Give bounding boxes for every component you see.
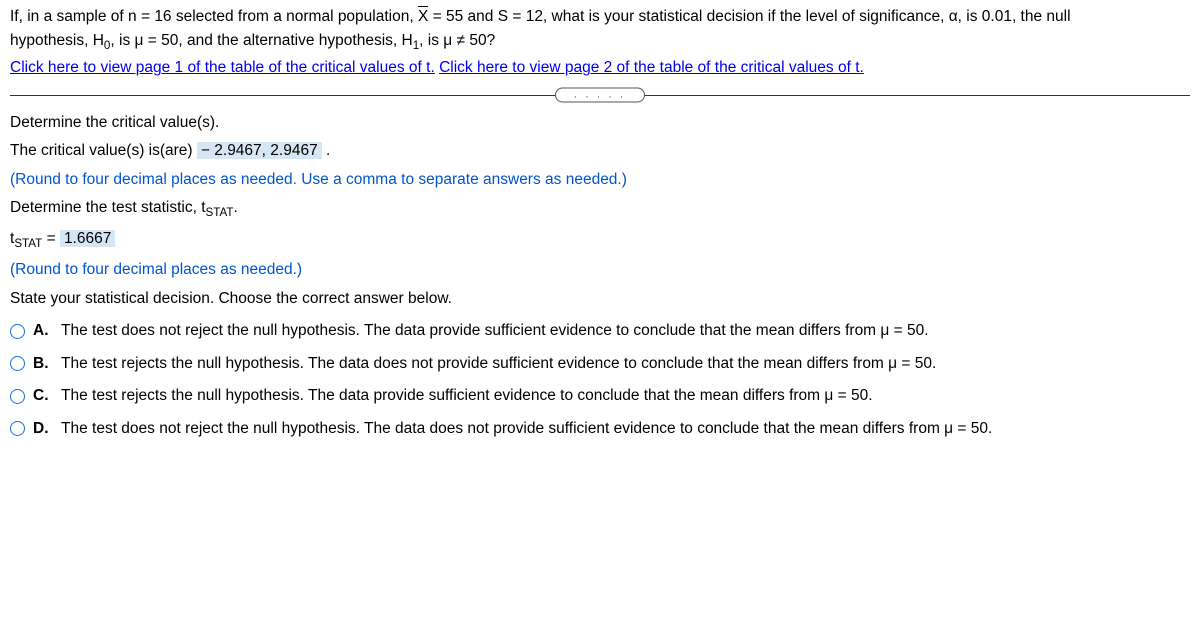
stem-l2b: , is μ = 50, and the alternative hypothe… xyxy=(110,32,412,49)
option-row-b: B. The test rejects the null hypothesis.… xyxy=(10,353,1190,375)
option-row-d: D. The test does not reject the null hyp… xyxy=(10,418,1190,440)
option-letter: C. xyxy=(33,385,53,407)
option-row-a: A. The test does not reject the null hyp… xyxy=(10,320,1190,342)
tstat-lhs-b: = xyxy=(42,230,60,247)
expand-pill[interactable]: . . . . . xyxy=(555,87,645,102)
stem-line1b: = 55 and S = 12, what is your statistica… xyxy=(428,8,1070,25)
option-row-c: C. The test rejects the null hypothesis.… xyxy=(10,385,1190,407)
critical-values-tail: . xyxy=(322,142,331,159)
option-letter: D. xyxy=(33,418,53,440)
critical-values-lead: The critical value(s) is(are) xyxy=(10,142,197,159)
answer-options: A. The test does not reject the null hyp… xyxy=(10,320,1190,440)
critical-values-prompt: Determine the critical value(s). xyxy=(10,112,1190,134)
question-stem: If, in a sample of n = 16 selected from … xyxy=(10,6,1190,28)
critical-values-hint: (Round to four decimal places as needed.… xyxy=(10,169,1190,191)
tstat-prompt-b: . xyxy=(234,199,238,216)
x-bar-symbol: X xyxy=(418,6,428,28)
test-statistic-prompt: Determine the test statistic, tSTAT. xyxy=(10,197,1190,222)
option-text: The test does not reject the null hypoth… xyxy=(61,320,929,342)
stem-l2c: , is μ ≠ 50? xyxy=(419,32,495,49)
radio-a[interactable] xyxy=(10,324,25,339)
tstat-hint: (Round to four decimal places as needed.… xyxy=(10,259,1190,281)
radio-b[interactable] xyxy=(10,356,25,371)
critical-values-line: The critical value(s) is(are) − 2.9467, … xyxy=(10,140,1190,162)
radio-c[interactable] xyxy=(10,389,25,404)
option-text: The test rejects the null hypothesis. Th… xyxy=(61,353,936,375)
section-divider: . . . . . xyxy=(10,86,1190,104)
decision-prompt: State your statistical decision. Choose … xyxy=(10,288,1190,310)
option-text: The test does not reject the null hypoth… xyxy=(61,418,992,440)
critical-values-answer[interactable]: − 2.9467, 2.9467 xyxy=(197,142,322,159)
question-stem-line2: hypothesis, H0, is μ = 50, and the alter… xyxy=(10,30,1190,55)
stem-line1a: If, in a sample of n = 16 selected from … xyxy=(10,8,418,25)
radio-d[interactable] xyxy=(10,421,25,436)
link-table-page-2[interactable]: Click here to view page 2 of the table o… xyxy=(439,59,864,76)
option-text: The test rejects the null hypothesis. Th… xyxy=(61,385,873,407)
test-statistic-line: tSTAT = 1.6667 xyxy=(10,228,1190,253)
tstat-sub: STAT xyxy=(206,206,234,219)
reference-links: Click here to view page 1 of the table o… xyxy=(10,57,1190,79)
link-table-page-1[interactable]: Click here to view page 1 of the table o… xyxy=(10,59,435,76)
option-letter: A. xyxy=(33,320,53,342)
tstat-answer[interactable]: 1.6667 xyxy=(60,230,115,247)
option-letter: B. xyxy=(33,353,53,375)
tstat-lhs-sub: STAT xyxy=(14,237,42,250)
tstat-prompt-a: Determine the test statistic, t xyxy=(10,199,206,216)
stem-l2a: hypothesis, H xyxy=(10,32,104,49)
